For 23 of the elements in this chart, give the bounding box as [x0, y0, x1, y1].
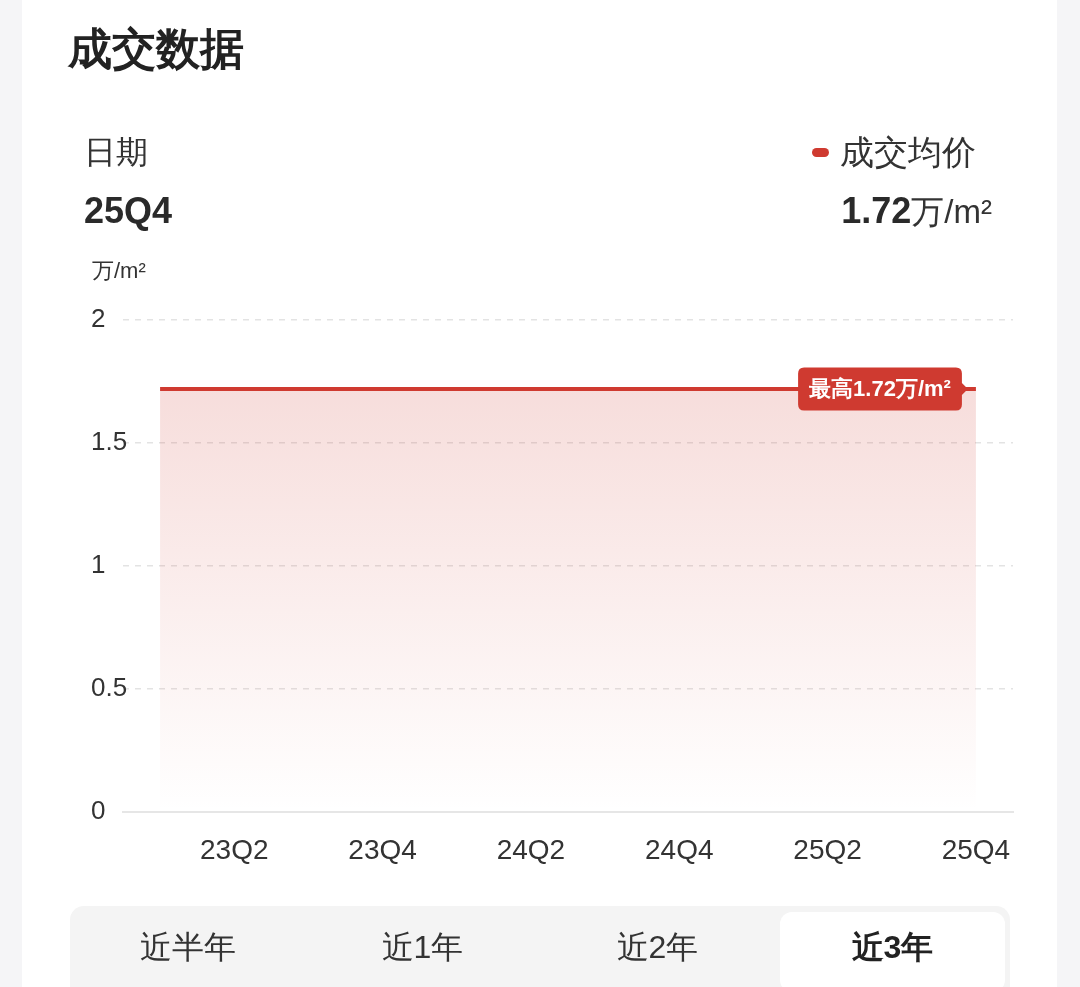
- time-range-tab[interactable]: 近半年: [75, 912, 300, 987]
- y-axis-title: 万/m²: [92, 258, 146, 284]
- x-tick-label: 23Q4: [348, 833, 417, 865]
- x-tick-label: 25Q2: [793, 833, 862, 865]
- legend-label: 成交均价: [840, 132, 977, 172]
- annotation: 最高1.72万/m²: [808, 375, 951, 401]
- y-tick-label: 1: [91, 549, 106, 580]
- time-range-tab[interactable]: 近3年: [780, 912, 1005, 987]
- y-tick-label: 1.5: [91, 426, 128, 457]
- text: 日期: [84, 133, 148, 172]
- x-tick-label: 23Q2: [200, 833, 269, 865]
- time-range-tab[interactable]: 近2年: [545, 912, 770, 987]
- x-tick-label: 25Q4: [941, 833, 1011, 865]
- text: 1.72万/m²: [841, 190, 992, 231]
- time-range-tab[interactable]: 近1年: [310, 912, 535, 987]
- y-tick-label: 0.5: [91, 672, 128, 703]
- y-tick-label: 0: [91, 795, 106, 826]
- chart-title: 成交数据: [68, 23, 244, 75]
- y-tick-label: 2: [91, 303, 106, 334]
- x-tick-label: 24Q2: [496, 833, 566, 865]
- time-range-tabs[interactable]: 近半年 近1年 近2年 近3年: [70, 906, 1010, 987]
- x-tick-label: 24Q4: [645, 833, 714, 865]
- text: 25Q4: [84, 190, 173, 232]
